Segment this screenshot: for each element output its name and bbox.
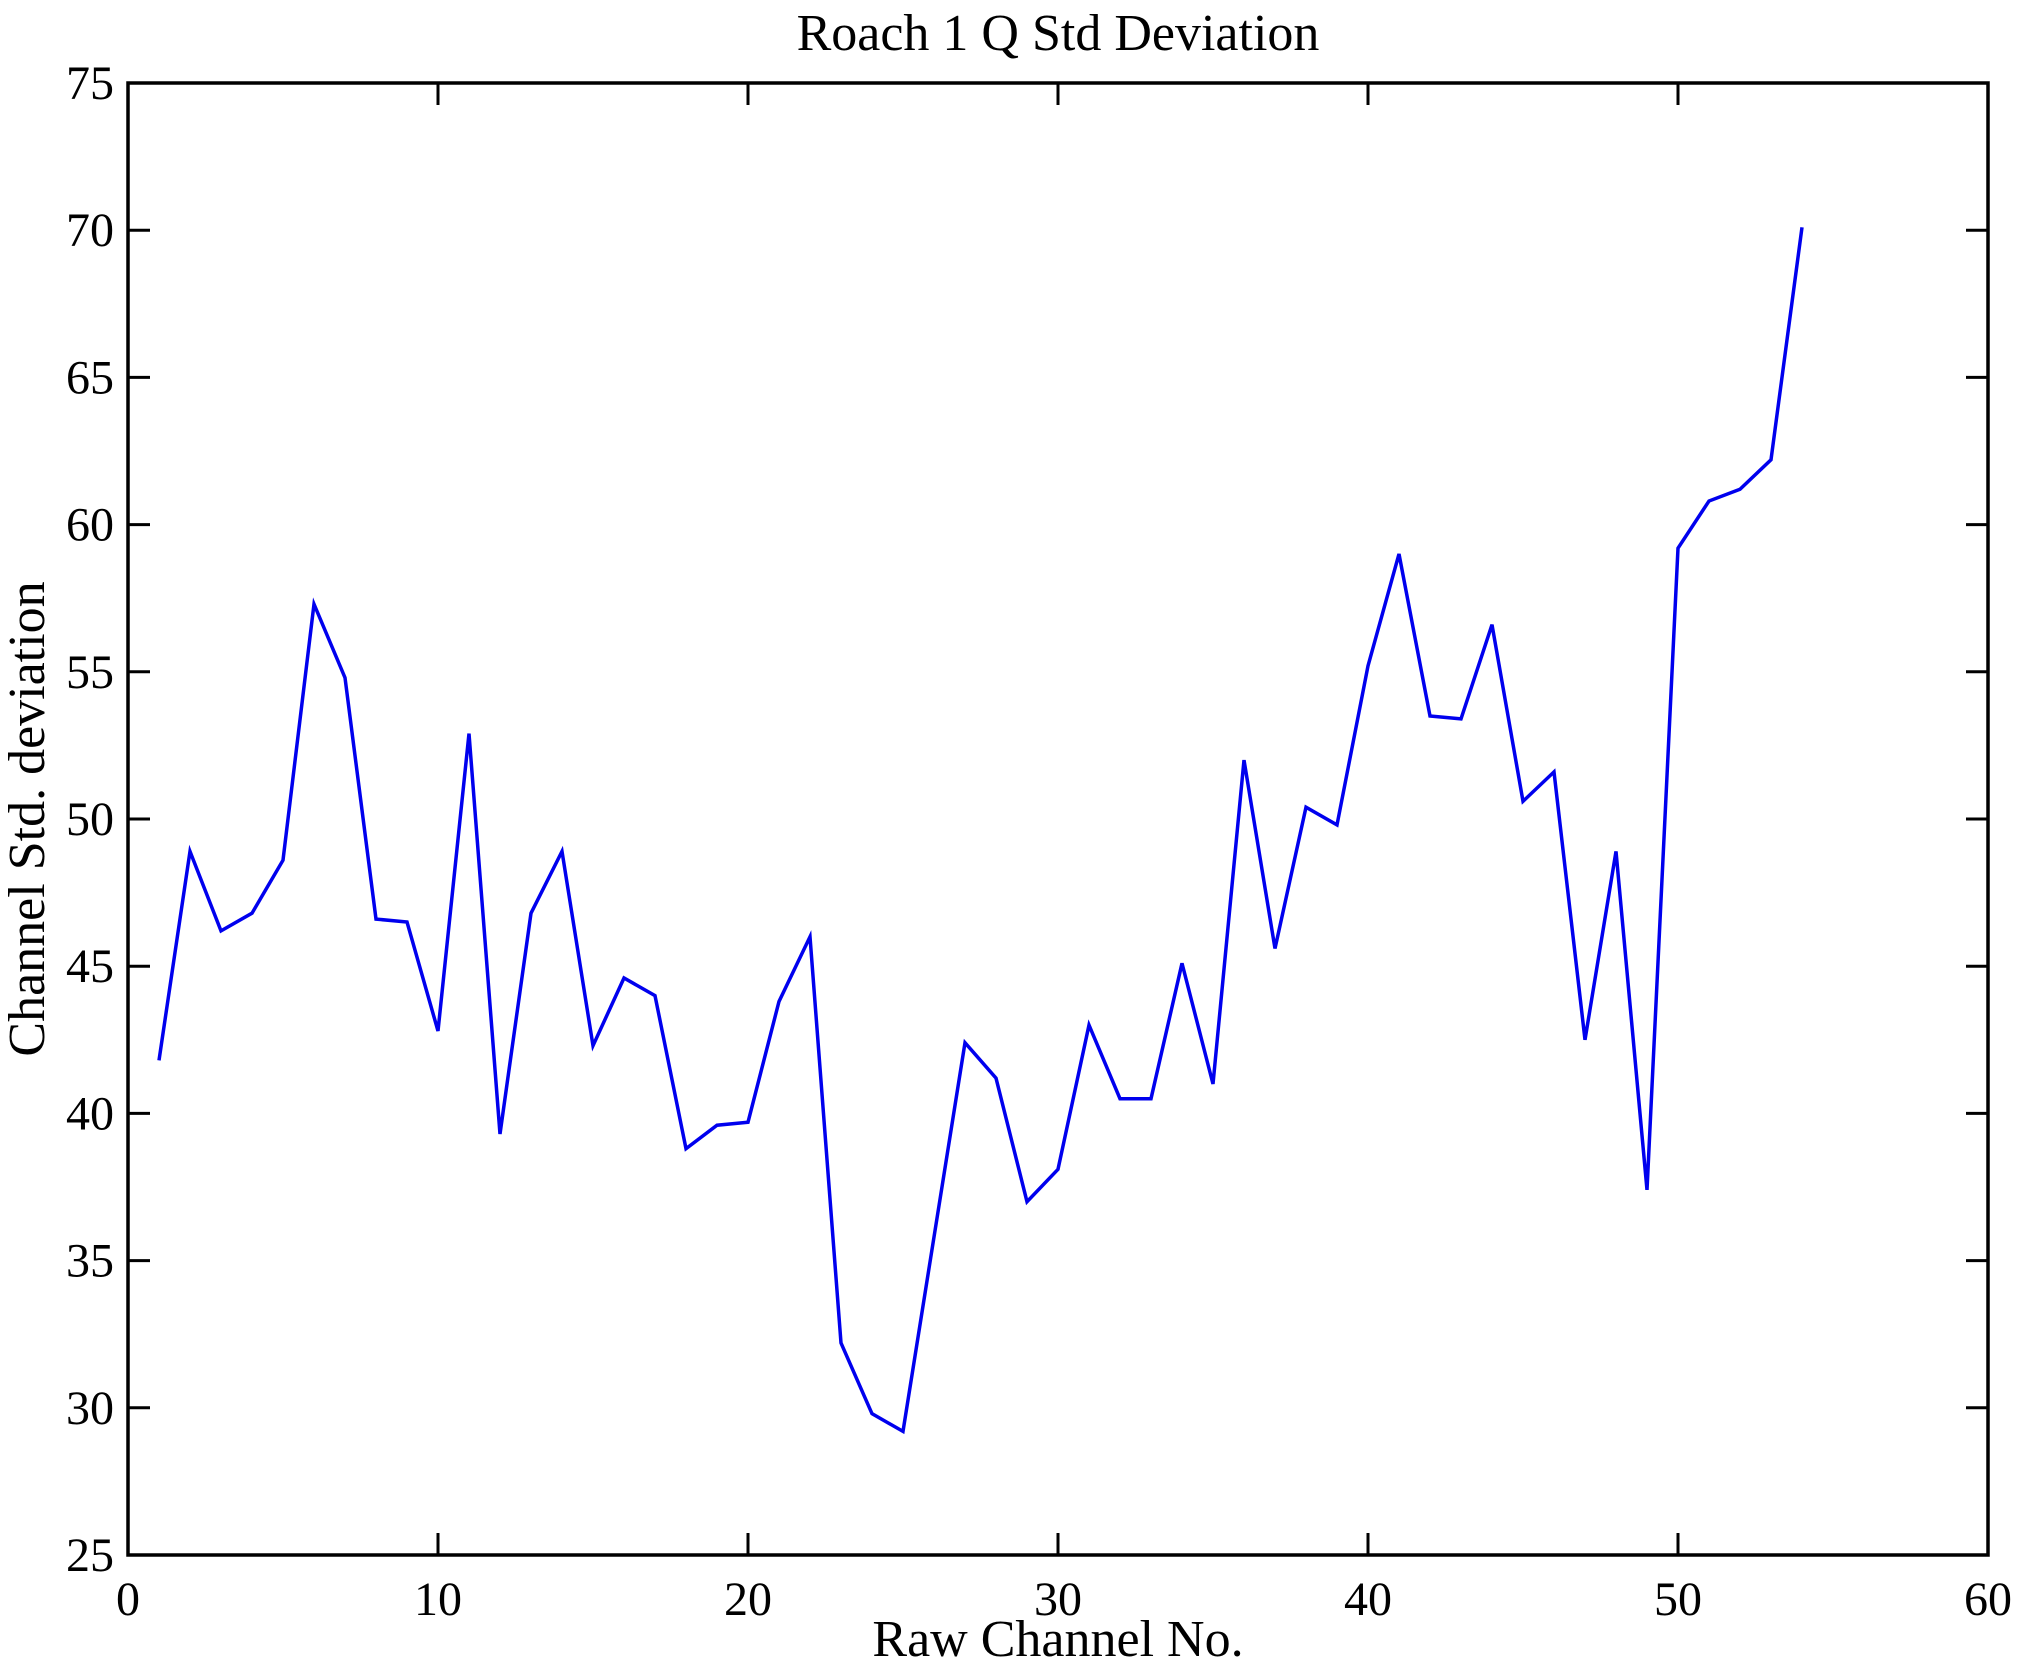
data-line: [157, 227, 1804, 1435]
y-tick-label: 45: [66, 940, 114, 993]
y-tick-label: 70: [66, 204, 114, 257]
y-tick-label: 60: [66, 499, 114, 552]
y-tick-label: 50: [66, 793, 114, 846]
y-tick-label: 55: [66, 646, 114, 699]
y-axis-ticks: [128, 81, 1988, 1557]
x-tick-label: 30: [1034, 1573, 1082, 1626]
y-axis-label: Channel Std. deviation: [0, 581, 56, 1056]
y-tick-label: 30: [66, 1382, 114, 1435]
chart-title: Roach 1 Q Std Deviation: [797, 5, 1320, 62]
x-tick-label: 0: [116, 1573, 140, 1626]
x-tick-label: 20: [724, 1573, 772, 1626]
y-tick-label: 35: [66, 1235, 114, 1288]
x-axis-label: Raw Channel No.: [872, 1611, 1243, 1668]
x-tick-label: 60: [1964, 1573, 2012, 1626]
y-tick-label: 40: [66, 1087, 114, 1140]
axis-box: [126, 81, 1990, 1557]
x-axis-tick-labels: 0 10 20 30 40 50 60: [116, 1573, 2012, 1626]
x-tick-label: 50: [1654, 1573, 1702, 1626]
y-tick-label: 65: [66, 351, 114, 404]
y-tick-label: 25: [66, 1529, 114, 1582]
x-tick-label: 10: [414, 1573, 462, 1626]
y-tick-label: 75: [66, 57, 114, 110]
x-tick-label: 40: [1344, 1573, 1392, 1626]
plot-area: [128, 83, 1988, 1555]
y-axis-tick-labels: 25 30 35 40 45 50 55 60 65 70 75: [66, 57, 114, 1582]
